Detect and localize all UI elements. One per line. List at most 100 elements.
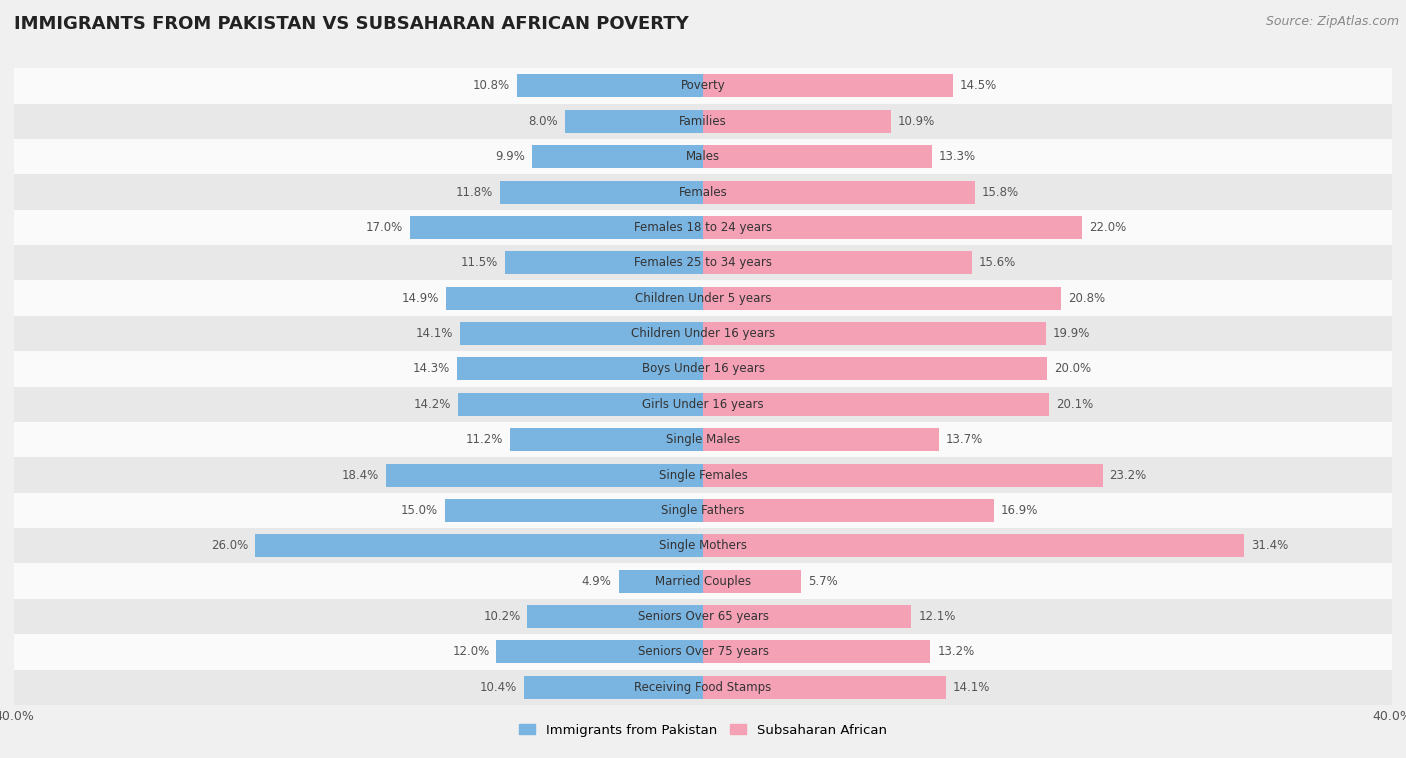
- Text: Single Mothers: Single Mothers: [659, 539, 747, 553]
- Text: 31.4%: 31.4%: [1251, 539, 1288, 553]
- Bar: [411, 216, 703, 239]
- Bar: [703, 180, 976, 204]
- Text: Boys Under 16 years: Boys Under 16 years: [641, 362, 765, 375]
- Bar: [703, 110, 891, 133]
- Bar: [703, 393, 1049, 415]
- Bar: [14, 280, 1392, 316]
- Text: Females 18 to 24 years: Females 18 to 24 years: [634, 221, 772, 234]
- Text: 14.1%: 14.1%: [953, 681, 990, 694]
- Bar: [703, 145, 932, 168]
- Text: 12.0%: 12.0%: [453, 645, 489, 659]
- Text: 17.0%: 17.0%: [366, 221, 404, 234]
- Text: Females: Females: [679, 186, 727, 199]
- Text: 26.0%: 26.0%: [211, 539, 249, 553]
- Text: Males: Males: [686, 150, 720, 163]
- Bar: [457, 358, 703, 381]
- Bar: [14, 210, 1392, 245]
- Bar: [565, 110, 703, 133]
- Bar: [14, 563, 1392, 599]
- Bar: [496, 641, 703, 663]
- Text: 19.9%: 19.9%: [1053, 327, 1090, 340]
- Text: 14.3%: 14.3%: [412, 362, 450, 375]
- Text: 12.1%: 12.1%: [918, 610, 956, 623]
- Text: 13.7%: 13.7%: [946, 433, 983, 446]
- Bar: [527, 605, 703, 628]
- Text: Girls Under 16 years: Girls Under 16 years: [643, 398, 763, 411]
- Text: Source: ZipAtlas.com: Source: ZipAtlas.com: [1265, 15, 1399, 28]
- Text: 18.4%: 18.4%: [342, 468, 380, 481]
- Bar: [14, 139, 1392, 174]
- Bar: [703, 676, 946, 699]
- Text: 14.2%: 14.2%: [415, 398, 451, 411]
- Bar: [524, 676, 703, 699]
- Text: 13.3%: 13.3%: [939, 150, 976, 163]
- Text: 15.8%: 15.8%: [981, 186, 1019, 199]
- Text: IMMIGRANTS FROM PAKISTAN VS SUBSAHARAN AFRICAN POVERTY: IMMIGRANTS FROM PAKISTAN VS SUBSAHARAN A…: [14, 15, 689, 33]
- Text: 15.0%: 15.0%: [401, 504, 437, 517]
- Text: 20.0%: 20.0%: [1054, 362, 1091, 375]
- Bar: [14, 68, 1392, 104]
- Legend: Immigrants from Pakistan, Subsaharan African: Immigrants from Pakistan, Subsaharan Afr…: [519, 724, 887, 737]
- Bar: [703, 74, 953, 97]
- Text: 10.8%: 10.8%: [472, 80, 510, 92]
- Text: Married Couples: Married Couples: [655, 575, 751, 587]
- Bar: [14, 422, 1392, 457]
- Bar: [533, 145, 703, 168]
- Text: Receiving Food Stamps: Receiving Food Stamps: [634, 681, 772, 694]
- Bar: [703, 499, 994, 522]
- Bar: [517, 74, 703, 97]
- Bar: [14, 599, 1392, 634]
- Bar: [14, 351, 1392, 387]
- Bar: [14, 669, 1392, 705]
- Bar: [703, 464, 1102, 487]
- Text: 11.8%: 11.8%: [456, 186, 494, 199]
- Text: 22.0%: 22.0%: [1088, 221, 1126, 234]
- Bar: [703, 570, 801, 593]
- Bar: [703, 641, 931, 663]
- Text: 16.9%: 16.9%: [1001, 504, 1039, 517]
- Bar: [256, 534, 703, 557]
- Bar: [458, 393, 703, 415]
- Bar: [703, 216, 1083, 239]
- Text: 15.6%: 15.6%: [979, 256, 1015, 269]
- Text: Single Fathers: Single Fathers: [661, 504, 745, 517]
- Bar: [444, 499, 703, 522]
- Bar: [703, 287, 1062, 310]
- Bar: [387, 464, 703, 487]
- Bar: [14, 174, 1392, 210]
- Bar: [510, 428, 703, 451]
- Text: Single Males: Single Males: [666, 433, 740, 446]
- Text: 14.5%: 14.5%: [960, 80, 997, 92]
- Text: Poverty: Poverty: [681, 80, 725, 92]
- Text: 11.5%: 11.5%: [461, 256, 498, 269]
- Text: Single Females: Single Females: [658, 468, 748, 481]
- Bar: [703, 322, 1046, 345]
- Bar: [14, 245, 1392, 280]
- Bar: [703, 428, 939, 451]
- Text: 10.4%: 10.4%: [479, 681, 517, 694]
- Bar: [14, 493, 1392, 528]
- Text: 14.9%: 14.9%: [402, 292, 440, 305]
- Text: 10.2%: 10.2%: [484, 610, 520, 623]
- Bar: [14, 634, 1392, 669]
- Text: Seniors Over 75 years: Seniors Over 75 years: [637, 645, 769, 659]
- Text: 10.9%: 10.9%: [897, 114, 935, 128]
- Text: 8.0%: 8.0%: [529, 114, 558, 128]
- Bar: [703, 358, 1047, 381]
- Text: Children Under 5 years: Children Under 5 years: [634, 292, 772, 305]
- Bar: [703, 252, 972, 274]
- Bar: [14, 104, 1392, 139]
- Bar: [446, 287, 703, 310]
- Bar: [14, 457, 1392, 493]
- Text: Children Under 16 years: Children Under 16 years: [631, 327, 775, 340]
- Bar: [460, 322, 703, 345]
- Bar: [505, 252, 703, 274]
- Text: Females 25 to 34 years: Females 25 to 34 years: [634, 256, 772, 269]
- Bar: [619, 570, 703, 593]
- Text: 5.7%: 5.7%: [808, 575, 838, 587]
- Text: Families: Families: [679, 114, 727, 128]
- Text: 9.9%: 9.9%: [496, 150, 526, 163]
- Text: 14.1%: 14.1%: [416, 327, 453, 340]
- Text: 20.1%: 20.1%: [1056, 398, 1094, 411]
- Bar: [703, 534, 1244, 557]
